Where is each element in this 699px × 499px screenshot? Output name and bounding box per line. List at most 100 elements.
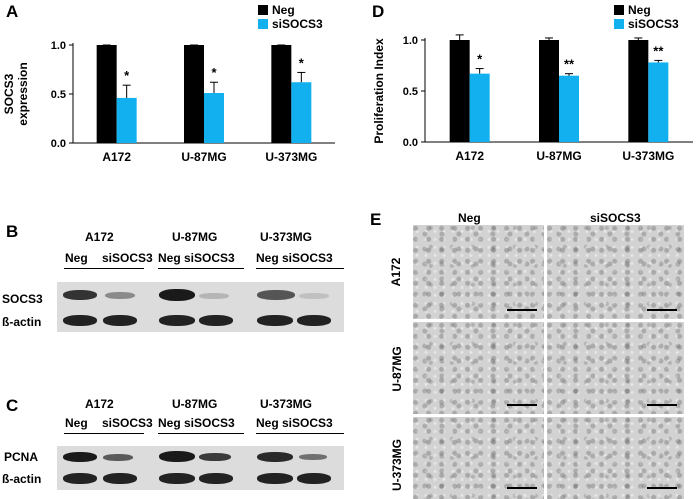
- y-tick-label: 0.5: [403, 86, 418, 98]
- blot-b-cell-a172: A172: [85, 230, 114, 244]
- scale-bar: [647, 404, 677, 406]
- blot-c-cell-u87: U-87MG: [172, 397, 218, 411]
- legend-swatch: [614, 5, 624, 15]
- bar: [559, 75, 579, 142]
- micro-col-sisocs3: siSOCS3: [590, 211, 641, 225]
- micrograph-u373-sisocs3: [547, 417, 684, 499]
- blot-b-lane-neg: Neg: [65, 251, 88, 265]
- blot-b-underline-3: [256, 268, 344, 269]
- band: [63, 315, 97, 326]
- scale-bar: [647, 309, 677, 311]
- scale-bar: [507, 487, 537, 489]
- bar: [539, 40, 559, 142]
- band: [63, 290, 97, 300]
- band: [199, 453, 231, 461]
- blot-c-cell-a172: A172: [85, 397, 114, 411]
- x-tick-label: U-87MG: [536, 149, 581, 163]
- blot-c-underline-2: [158, 433, 244, 434]
- band: [257, 452, 293, 462]
- bar: [271, 45, 292, 143]
- blot-b: A172 U-87MG U-373MG Neg siSOCS3 Neg siSO…: [0, 222, 360, 342]
- y-tick-label: 1.0: [51, 40, 66, 52]
- panel-d-label: D: [372, 2, 385, 21]
- bar: [449, 40, 470, 142]
- x-tick-label: A172: [102, 150, 131, 164]
- blot-c-underline-3: [256, 433, 344, 434]
- band: [299, 454, 327, 460]
- blot-c-underline-1: [64, 433, 144, 434]
- band: [159, 473, 195, 484]
- blot-b-strip-actin: [57, 310, 344, 332]
- band: [297, 473, 331, 484]
- y-axis-label: Proliferation Index: [372, 38, 386, 144]
- band: [297, 315, 331, 326]
- band: [159, 315, 195, 326]
- panel-a-label: A: [6, 2, 19, 21]
- micrograph-u87-neg: [413, 322, 544, 414]
- blot-c-lane-sisocs3: siSOCS3: [102, 416, 153, 430]
- panel-c-label: C: [6, 396, 19, 415]
- blot-b-cell-u87: U-87MG: [172, 230, 218, 244]
- scale-bar: [647, 487, 677, 489]
- y-tick-label: 0.0: [403, 137, 418, 149]
- blot-b-lane-sisocs3: siSOCS3: [102, 251, 153, 265]
- blot-b-cell-u373: U-373MG: [260, 230, 313, 244]
- band: [103, 315, 137, 326]
- band: [199, 473, 233, 484]
- band: [257, 315, 293, 326]
- band: [159, 451, 195, 462]
- blot-b-row-actin: ß-actin: [2, 315, 42, 329]
- bar: [184, 45, 204, 143]
- blot-b-underline-1: [64, 268, 144, 269]
- band: [63, 452, 97, 462]
- scale-bar: [507, 404, 537, 406]
- y-axis-label: SOCS3expression: [2, 62, 30, 125]
- micro-col-neg: Neg: [458, 211, 481, 225]
- legend-label: siSOCS3: [272, 17, 323, 31]
- x-tick-label: U-373MG: [622, 149, 674, 163]
- blot-c-row-pcna: PCNA: [4, 450, 39, 464]
- band: [103, 454, 133, 461]
- chart-a: SOCS3expression 0.0 0.5 1.0 A172 * U-87MG * U-37…: [2, 3, 335, 164]
- chart-d: Proliferation Index 0.0 0.5 1.0 A172 * U-87MG *…: [372, 3, 693, 163]
- band: [199, 293, 229, 299]
- blot-c-lane-neg: Neg: [65, 416, 88, 430]
- band: [63, 473, 97, 484]
- legend-label: Neg: [272, 3, 295, 17]
- blot-c-strip-actin: [57, 468, 344, 490]
- x-tick-label: U-373MG: [265, 150, 317, 164]
- significance-marker: *: [124, 68, 130, 83]
- band: [199, 315, 233, 326]
- legend-label: Neg: [628, 3, 651, 17]
- bar: [96, 45, 117, 143]
- significance-marker: *: [211, 65, 217, 80]
- legend-label: siSOCS3: [628, 17, 679, 31]
- bar: [116, 97, 137, 143]
- blot-c: A172 U-87MG U-373MG Neg siSOCS3 Neg siSO…: [0, 396, 360, 499]
- blot-b-lane-u373: Neg siSOCS3: [256, 251, 333, 265]
- blot-b-lane-u87: Neg siSOCS3: [158, 251, 235, 265]
- x-tick-label: U-87MG: [181, 150, 226, 164]
- y-tick-label: 1.0: [403, 35, 418, 47]
- bar: [291, 82, 312, 143]
- band: [257, 290, 295, 300]
- panel-e-label: E: [370, 210, 382, 229]
- micrograph-grid: Neg siSOCS3 A172 U-87MG U-373MG: [385, 205, 699, 499]
- blot-b-row-socs3: SOCS3: [2, 292, 43, 306]
- band: [105, 292, 135, 299]
- bar: [469, 73, 490, 142]
- micro-row-a172: A172: [389, 257, 403, 287]
- blot-b-underline-2: [158, 268, 244, 269]
- bar: [628, 40, 649, 142]
- significance-marker: **: [653, 43, 664, 58]
- x-tick-label: A172: [455, 149, 484, 163]
- band: [299, 293, 329, 299]
- micrograph-a172-neg: [413, 225, 544, 319]
- band: [257, 473, 293, 484]
- blot-c-lane-u87: Neg siSOCS3: [158, 416, 235, 430]
- blot-b-strip-socs3: [57, 282, 344, 310]
- micro-row-u373: U-373MG: [390, 439, 404, 492]
- y-tick-label: 0.0: [51, 138, 66, 150]
- band: [103, 473, 137, 484]
- micrograph-a172-sisocs3: [547, 225, 684, 319]
